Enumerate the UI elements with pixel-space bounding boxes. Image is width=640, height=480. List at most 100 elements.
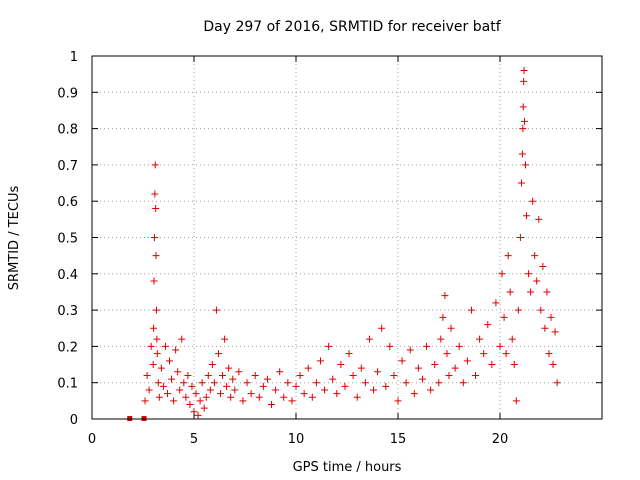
data-point [484,321,492,329]
data-point [239,397,247,405]
data-point [304,364,312,372]
data-point [155,393,163,401]
data-point [188,382,196,390]
data-point [168,375,176,383]
data-point [206,386,214,394]
data-point [145,386,153,394]
data-point [410,390,418,398]
data-point [182,393,190,401]
data-point [506,288,514,296]
data-point [151,190,159,198]
data-point [382,382,390,390]
data-point [455,342,463,350]
data-point [345,350,353,358]
data-point [154,379,162,387]
data-point [152,204,160,212]
data-point [308,393,316,401]
data-point [370,386,378,394]
data-point [527,288,535,296]
data-point [329,375,337,383]
data-point [553,379,561,387]
data-point [512,397,520,405]
data-point [166,357,174,365]
data-point [147,342,155,350]
x-tick-label: 0 [88,432,96,447]
data-point [549,361,557,369]
data-point [225,364,233,372]
y-tick-label: 0.3 [57,304,78,319]
data-point [212,306,220,314]
data-point [150,277,158,285]
data-point [200,404,208,412]
data-point [480,350,488,358]
data-point [170,397,178,405]
data-point [227,393,235,401]
data-point [325,342,333,350]
data-point [504,252,512,260]
data-point [518,150,526,158]
data-point [312,379,320,387]
data-point [520,77,528,85]
x-axis-label: GPS time / hours [293,460,402,475]
data-point [517,179,525,187]
data-point [180,379,188,387]
data-point [204,371,212,379]
data-point [402,379,410,387]
data-point [519,103,527,111]
data-point [531,252,539,260]
data-point [365,335,373,343]
data-point [150,324,158,332]
data-point [316,357,324,365]
data-point [263,375,271,383]
data-point [221,335,229,343]
data-point [441,292,449,300]
data-point [523,212,531,220]
data-point [500,313,508,321]
data-point [300,390,308,398]
y-tick-label: 0.1 [57,377,78,392]
data-point [161,342,169,350]
data-point [529,197,537,205]
data-point [547,313,555,321]
data-point [153,350,161,358]
data-point [198,379,206,387]
axis-ticks: 00.10.20.30.40.50.60.70.80.910 5 10 15 20 [57,50,602,447]
data-point [280,393,288,401]
data-point [431,361,439,369]
data-point [378,324,386,332]
y-tick-label: 0.6 [57,195,78,210]
data-point [178,335,186,343]
data-point [268,400,276,408]
data-point [520,117,528,125]
data-point [223,382,231,390]
data-point [551,328,559,336]
data-point [288,397,296,405]
data-point [186,400,194,408]
data-point [172,346,180,354]
data-point [414,364,422,372]
data-point [519,125,527,133]
data-point [386,342,394,350]
data-point [535,215,543,223]
data-point [374,368,382,376]
data-point [437,335,445,343]
data-point [496,342,504,350]
data-point [196,397,204,405]
data-point [361,379,369,387]
chart-title: Day 297 of 2016, SRMTID for receiver bat… [203,19,501,35]
data-point [514,306,522,314]
data-point [208,361,216,369]
y-tick-label: 0.2 [57,340,78,355]
data-point [398,357,406,365]
data-point [541,324,549,332]
data-point [349,371,357,379]
data-point [435,379,443,387]
data-point [463,357,471,365]
data-point [427,386,435,394]
data-point [141,397,149,405]
data-point [390,371,398,379]
data-point [516,234,524,241]
x-tick-label: 15 [390,432,407,447]
data-point [184,371,192,379]
data-point [333,390,341,398]
